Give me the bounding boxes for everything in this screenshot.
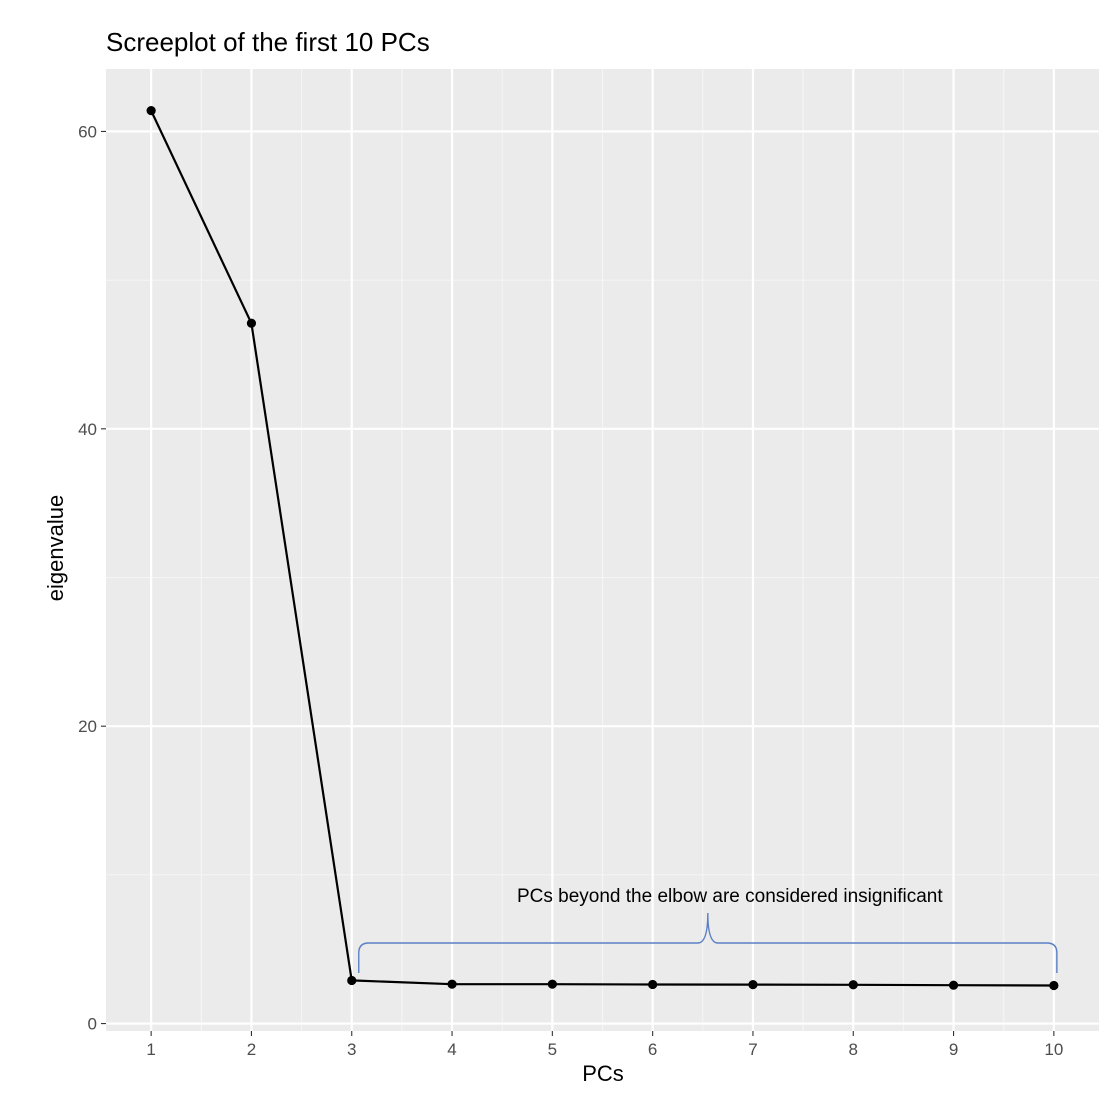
x-tick-label: 3 <box>347 1040 356 1059</box>
minor-gridlines <box>106 69 1099 1031</box>
y-axis-title: eigenvalue <box>43 495 68 601</box>
data-point <box>146 106 156 116</box>
x-tick-label: 8 <box>849 1040 858 1059</box>
x-tick-label: 1 <box>146 1040 155 1059</box>
x-tick-label: 4 <box>447 1040 456 1059</box>
y-tick-label: 40 <box>78 420 97 439</box>
x-tick-label: 6 <box>648 1040 657 1059</box>
elbow-annotation: PCs beyond the elbow are considered insi… <box>517 886 943 907</box>
data-point <box>648 979 658 990</box>
eigenvalue-points <box>146 106 1059 991</box>
x-tick-label: 5 <box>548 1040 557 1059</box>
data-point <box>748 980 758 990</box>
data-point <box>447 979 457 989</box>
y-tick-label: 0 <box>88 1015 97 1034</box>
y-axis: 0 20 40 60 <box>78 122 106 1034</box>
data-point <box>246 318 257 328</box>
x-tick-label: 2 <box>247 1040 256 1059</box>
data-point <box>948 980 959 990</box>
x-axis-title: PCs <box>582 1061 624 1086</box>
chart-title: Screeplot of the first 10 PCs <box>106 27 430 57</box>
major-gridlines <box>106 69 1099 1031</box>
data-point <box>347 975 357 986</box>
data-point <box>547 979 557 989</box>
eigenvalue-line <box>150 110 1054 987</box>
y-tick-label: 60 <box>78 122 97 141</box>
x-tick-label: 10 <box>1044 1040 1063 1059</box>
y-tick-label: 20 <box>78 717 97 736</box>
x-tick-label: 7 <box>748 1040 757 1059</box>
x-tick-label: 9 <box>949 1040 958 1059</box>
elbow-brace <box>358 912 1058 973</box>
x-axis: 1 2 3 4 5 6 7 8 9 10 <box>146 1031 1063 1059</box>
data-point <box>1049 980 1059 991</box>
data-point <box>848 980 858 990</box>
